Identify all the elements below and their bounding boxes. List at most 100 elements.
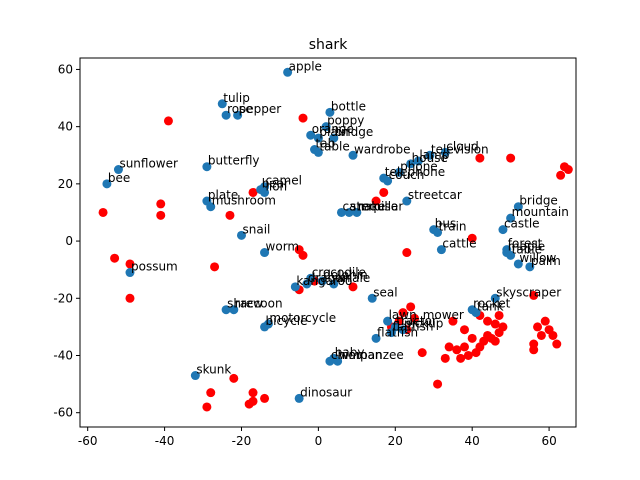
blue-point (125, 268, 135, 278)
blue-point (490, 293, 500, 303)
red-point (529, 290, 539, 300)
blue-point (190, 371, 200, 381)
point-label: seal (373, 285, 397, 299)
red-point (483, 330, 493, 340)
point-label: house (412, 151, 448, 165)
blue-point (440, 147, 450, 157)
point-label: mushroom (212, 194, 276, 208)
point-label: camel (266, 174, 302, 188)
point-label: telephone (385, 165, 445, 179)
red-point (448, 316, 458, 326)
red-point (533, 322, 543, 332)
point-label: forest (508, 237, 543, 251)
red-point (406, 302, 416, 312)
red-point (206, 388, 216, 398)
point-label: woman (339, 348, 383, 362)
blue-point (398, 325, 408, 335)
point-label: snail (242, 222, 270, 236)
blue-point (506, 250, 516, 260)
blue-point (113, 165, 123, 175)
red-point (552, 339, 562, 349)
point-label: mountain (512, 205, 569, 219)
blue-point (433, 227, 443, 237)
point-label: worm (266, 240, 300, 254)
red-point (125, 293, 135, 303)
red-point (463, 350, 473, 360)
red-point (490, 336, 500, 346)
point-label: streetcar (408, 188, 462, 202)
red-point (248, 388, 258, 398)
blue-point (206, 202, 216, 212)
point-label: table (319, 139, 349, 153)
point-label: bear (262, 177, 289, 191)
blue-point (383, 176, 393, 186)
blue-point (513, 259, 523, 269)
red-point (498, 322, 508, 332)
blue-point (102, 179, 112, 189)
point-label: apple (289, 59, 322, 73)
point-label: rocket (473, 297, 511, 311)
point-label: skyscraper (496, 285, 561, 299)
point-label: dolphin (323, 268, 367, 282)
red-point (467, 333, 477, 343)
blue-point (325, 107, 335, 117)
red-point (494, 310, 504, 320)
blue-point (329, 279, 339, 289)
red-point (563, 165, 573, 175)
blue-point (290, 282, 300, 292)
blue-point (263, 319, 273, 329)
red-point (379, 187, 389, 197)
point-label: cloud (446, 139, 479, 153)
point-label: bicycle (266, 314, 308, 328)
blue-point (367, 293, 377, 303)
point-label: kangaroo (296, 274, 352, 288)
red-point (506, 153, 516, 163)
blue-point (260, 248, 270, 258)
red-point (210, 262, 220, 272)
point-label: lion (266, 179, 288, 193)
blue-point (525, 262, 535, 272)
blue-point (471, 308, 481, 318)
y-tick-label: 20 (58, 177, 73, 191)
x-tick-label: 0 (315, 434, 323, 448)
red-point (298, 250, 308, 260)
point-label: cattle (442, 237, 476, 251)
blue-point (344, 207, 354, 217)
blue-point (313, 133, 323, 143)
point-label: bee (108, 171, 130, 185)
red-point (475, 342, 485, 352)
red-point (483, 316, 493, 326)
point-label: crocodile (312, 265, 366, 279)
red-point (467, 233, 477, 243)
point-label: tab (316, 137, 336, 151)
point-label: dragon (308, 271, 350, 285)
point-label: tractor (396, 314, 437, 328)
point-label: pepper (239, 102, 282, 116)
x-axis: -60 -40 -20 0 20 40 60 (78, 427, 557, 448)
x-tick-label: -60 (78, 434, 98, 448)
red-point (156, 199, 166, 209)
blue-point (394, 167, 404, 177)
point-label: raccoon (235, 297, 283, 311)
red-point (125, 259, 135, 269)
blue-point (436, 245, 446, 255)
x-tick-label: 40 (465, 434, 480, 448)
red-point (410, 313, 420, 323)
point-label: shrew (227, 297, 263, 311)
point-label: skunk (196, 363, 231, 377)
blue-point (513, 202, 523, 212)
point-label: rose (227, 102, 253, 116)
blue-point (371, 333, 381, 343)
blue-point (221, 110, 231, 120)
blue-point (386, 328, 396, 338)
point-label: bus (435, 217, 456, 231)
blue-point (402, 196, 412, 206)
blue-point (202, 162, 212, 172)
point-label: chimpanzee (331, 348, 404, 362)
red-point (163, 116, 173, 126)
y-tick-label: -20 (53, 291, 73, 305)
red-point (444, 342, 454, 352)
red-point (348, 282, 358, 292)
